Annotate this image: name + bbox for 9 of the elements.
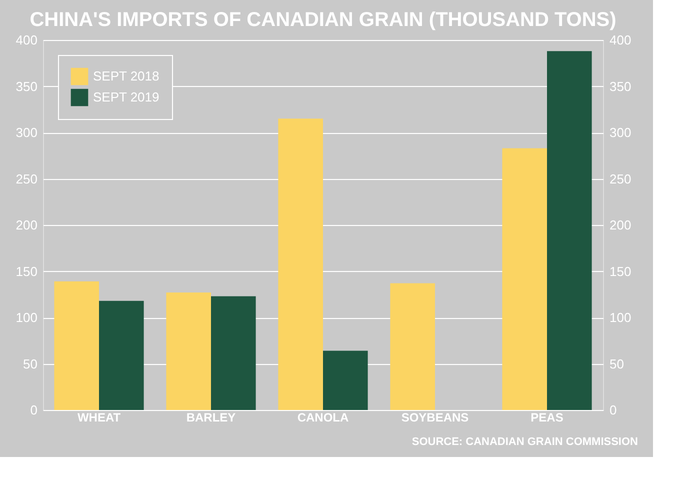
bar — [211, 296, 256, 410]
bar — [547, 51, 592, 410]
bar — [99, 300, 144, 410]
bar — [54, 281, 99, 410]
bar — [390, 283, 435, 410]
bar — [502, 148, 547, 410]
bar — [278, 118, 323, 410]
bar — [166, 292, 211, 410]
bar — [323, 350, 368, 410]
